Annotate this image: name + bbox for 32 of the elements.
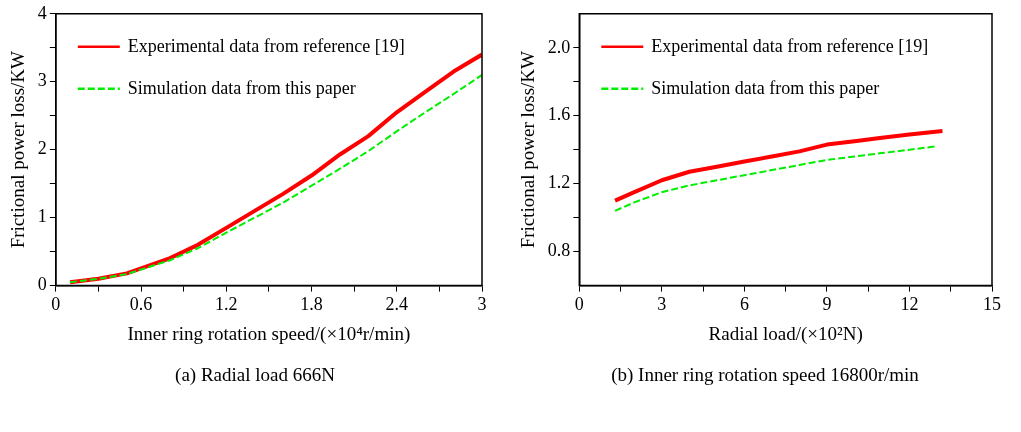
- y-tick-label: 2.0: [547, 36, 571, 57]
- x-tick-label: 6: [739, 294, 749, 315]
- x-tick-label: 9: [822, 294, 832, 315]
- x-tick-label: 1.8: [300, 294, 323, 315]
- y-tick-label: 0.8: [547, 240, 571, 261]
- y-tick-label: 1: [37, 206, 47, 227]
- y-tick-label: 3: [37, 70, 47, 91]
- legend-label: Simulation data from this paper: [651, 77, 880, 98]
- x-tick-label: 3: [477, 294, 487, 315]
- x-axis-title: Radial load/(×10²N): [708, 322, 863, 345]
- legend-label: Experimental data from reference [19]: [127, 35, 405, 56]
- x-tick-label: 0.6: [129, 294, 153, 315]
- x-tick-label: 3: [657, 294, 667, 315]
- line-series: [614, 145, 938, 212]
- y-axis-title: Frictional power loss/KW: [7, 50, 29, 249]
- x-tick-label: 0: [51, 294, 61, 315]
- y-tick-label: 1.2: [547, 172, 571, 193]
- x-tick-label: 0: [574, 294, 584, 315]
- y-tick-label: 4: [37, 2, 47, 23]
- y-tick-label: 0: [37, 274, 47, 295]
- text: (a) Radial load 666N: [174, 364, 336, 386]
- y-axis-title: Frictional power loss/KW: [517, 50, 539, 249]
- x-axis-title: Inner ring rotation speed/(×10⁴r/min): [127, 322, 411, 345]
- y-tick-label: 1.6: [547, 104, 571, 125]
- legend-label: Experimental data from reference [19]: [651, 35, 929, 56]
- legend-label: Simulation data from this paper: [127, 77, 356, 98]
- text: (b) Inner ring rotation speed 16800r/min: [610, 364, 920, 386]
- x-tick-label: 15: [983, 294, 1001, 315]
- x-tick-label: 12: [900, 294, 919, 315]
- x-tick-label: 2.4: [385, 294, 409, 315]
- x-tick-label: 1.2: [215, 294, 238, 315]
- y-tick-label: 2: [37, 138, 47, 159]
